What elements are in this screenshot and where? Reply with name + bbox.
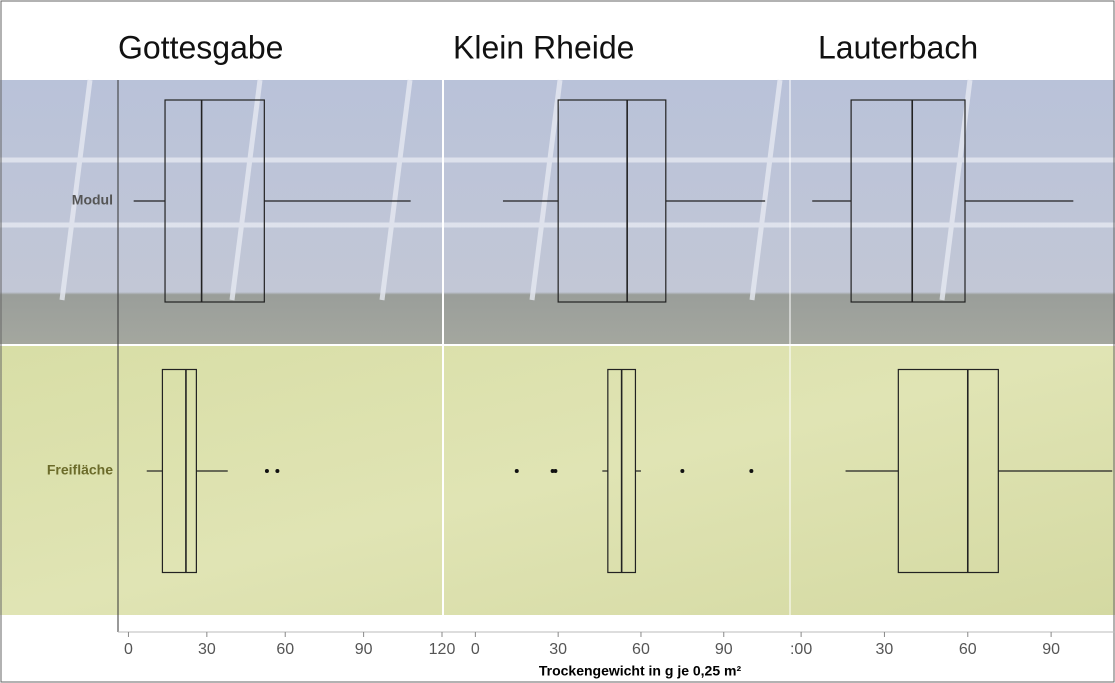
x-tick-label: 60 — [632, 641, 650, 658]
chart: Trockengewicht in g je 0,25 m² Modul Frei… — [0, 0, 1115, 683]
x-tick-label: :00 — [790, 641, 812, 658]
outlier — [749, 469, 753, 473]
x-tick-label: 0 — [124, 641, 133, 658]
x-tick-label: 90 — [1042, 641, 1060, 658]
page: Trockengewicht in g je 0,25 m² Modul Frei… — [0, 0, 1115, 683]
outlier — [680, 469, 684, 473]
y-tick-label: Freifläche — [47, 462, 113, 478]
outlier — [265, 469, 269, 473]
x-axis-title: Trockengewicht in g je 0,25 m² — [539, 663, 742, 679]
facet-title: Lauterbach — [818, 29, 978, 65]
outlier — [515, 469, 519, 473]
x-tick-label: 120 — [429, 641, 456, 658]
x-tick-label: 30 — [198, 641, 216, 658]
x-tick-label: 60 — [959, 641, 977, 658]
freiflaeche-background — [0, 345, 1115, 615]
x-tick-label: 30 — [876, 641, 894, 658]
modul-background — [0, 80, 1115, 345]
y-tick-label: Modul — [72, 192, 113, 208]
x-tick-label: 90 — [715, 641, 733, 658]
x-tick-label: 90 — [355, 641, 373, 658]
facet-title: Klein Rheide — [453, 29, 634, 65]
x-tick-label: 30 — [549, 641, 567, 658]
facet-title: Gottesgabe — [118, 29, 283, 65]
x-tick-label: 0 — [471, 641, 480, 658]
x-tick-label: 60 — [276, 641, 294, 658]
outlier — [275, 469, 279, 473]
outlier — [553, 469, 557, 473]
